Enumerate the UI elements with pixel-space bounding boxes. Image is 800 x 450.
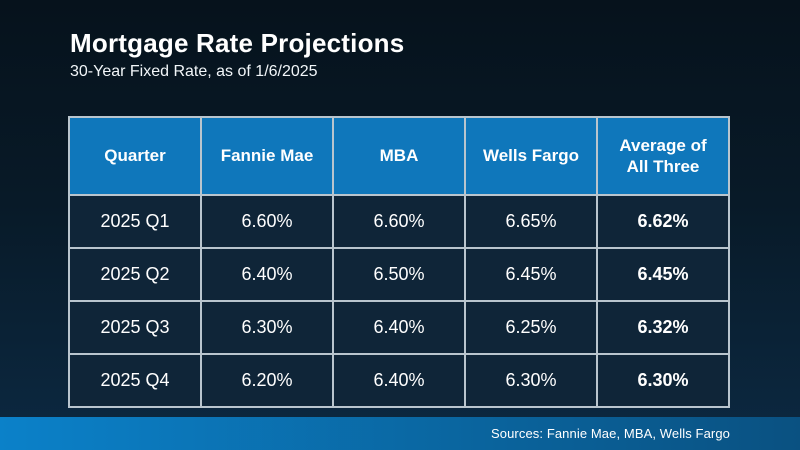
cell-mba: 6.40% — [332, 353, 466, 408]
cell-quarter: 2025 Q4 — [68, 353, 202, 408]
cell-fannie-mae: 6.20% — [200, 353, 334, 408]
cell-wells-fargo: 6.25% — [464, 300, 598, 355]
cell-average: 6.32% — [596, 300, 730, 355]
cell-wells-fargo: 6.30% — [464, 353, 598, 408]
cell-mba: 6.60% — [332, 194, 466, 249]
table-row: 2025 Q1 6.60% 6.60% 6.65% 6.62% — [68, 194, 730, 249]
table-row: 2025 Q3 6.30% 6.40% 6.25% 6.32% — [68, 300, 730, 355]
cell-average: 6.62% — [596, 194, 730, 249]
column-header-mba: MBA — [332, 116, 466, 196]
table-header-row: Quarter Fannie Mae MBA Wells Fargo Avera… — [68, 116, 730, 196]
cell-quarter: 2025 Q1 — [68, 194, 202, 249]
cell-quarter: 2025 Q3 — [68, 300, 202, 355]
table-row: 2025 Q2 6.40% 6.50% 6.45% 6.45% — [68, 247, 730, 302]
cell-wells-fargo: 6.45% — [464, 247, 598, 302]
cell-mba: 6.50% — [332, 247, 466, 302]
cell-fannie-mae: 6.60% — [200, 194, 334, 249]
column-header-quarter: Quarter — [68, 116, 202, 196]
page-subtitle: 30-Year Fixed Rate, as of 1/6/2025 — [70, 63, 318, 81]
column-header-average: Average of All Three — [596, 116, 730, 196]
projections-table: Quarter Fannie Mae MBA Wells Fargo Avera… — [68, 116, 730, 408]
column-header-wells-fargo: Wells Fargo — [464, 116, 598, 196]
cell-fannie-mae: 6.30% — [200, 300, 334, 355]
cell-average: 6.30% — [596, 353, 730, 408]
table-row: 2025 Q4 6.20% 6.40% 6.30% 6.30% — [68, 353, 730, 408]
title-block: Mortgage Rate Projections 30-Year Fixed … — [70, 28, 404, 81]
page-title: Mortgage Rate Projections — [70, 28, 405, 58]
cell-quarter: 2025 Q2 — [68, 247, 202, 302]
footer-bar: Sources: Fannie Mae, MBA, Wells Fargo — [0, 417, 800, 450]
cell-average: 6.45% — [596, 247, 730, 302]
cell-wells-fargo: 6.65% — [464, 194, 598, 249]
sources-text: Sources: Fannie Mae, MBA, Wells Fargo — [491, 426, 730, 441]
projections-table-container: Quarter Fannie Mae MBA Wells Fargo Avera… — [68, 116, 730, 408]
column-header-fannie-mae: Fannie Mae — [200, 116, 334, 196]
cell-fannie-mae: 6.40% — [200, 247, 334, 302]
cell-mba: 6.40% — [332, 300, 466, 355]
